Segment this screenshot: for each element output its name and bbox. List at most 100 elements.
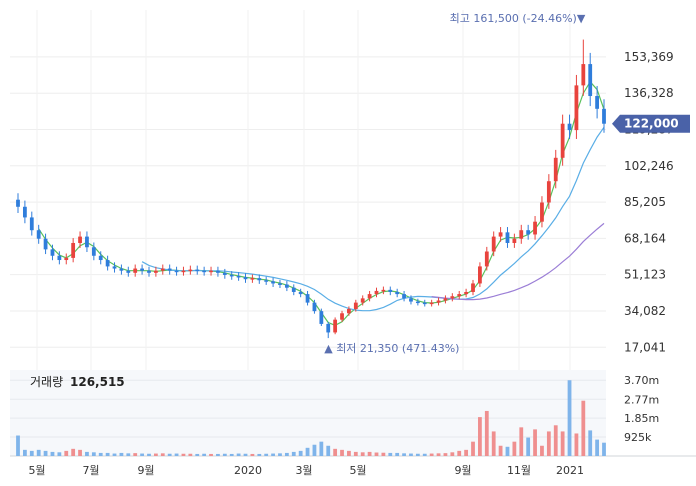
candle-body [533,221,537,235]
volume-bar [388,452,393,456]
candle-body [360,298,365,303]
volume-title: 거래량 [30,375,63,389]
candle-body [436,300,441,303]
volume-bar [381,452,386,456]
volume-bar [160,453,165,456]
volume-bar [222,453,227,456]
candle-body [298,291,303,295]
volume-bar [119,452,124,456]
candle-body [140,268,144,271]
volume-bar [415,453,420,456]
volume-bar [188,453,193,456]
candle-body [91,247,96,256]
candle-body [78,236,82,243]
volume-bar [112,453,117,456]
volume-bar [50,451,55,456]
volume-bar [291,451,296,456]
volume-bar [209,453,213,456]
volume-bar [505,446,510,456]
volume-bar [512,441,517,456]
volume-bar [478,417,482,456]
candle-body [333,319,338,333]
candle-body [147,270,151,273]
candle-body [602,108,606,124]
volume-bar [278,453,282,456]
volume-bar [450,452,455,456]
volume-bar [443,453,448,456]
candle-body [153,270,158,273]
volume-bar [581,400,586,456]
volume-bar [347,450,351,456]
candle-body [278,283,282,285]
time-tick-label: 9월 [454,464,471,477]
candle-body [353,302,358,310]
candle-body [340,313,344,320]
volume-bar [174,453,179,456]
volume-bar [140,453,144,456]
time-tick-label: 2020 [234,464,262,477]
volume-bar [91,452,96,456]
moving-average-long-line [431,222,605,301]
volume-bar [340,449,344,456]
time-axis: 5월 7월 9월 2020 3월 5월 9월 11월 2021 [28,464,584,477]
current-price-label: 122,000 [624,117,679,131]
candle-body [174,270,179,273]
candle-body [422,302,427,305]
volume-bar [133,453,138,456]
time-tick-label: 11월 [507,464,531,477]
volume-bar [491,431,496,456]
current-price-tag-shape [612,114,690,133]
candle-body [133,268,138,273]
candle-body [560,123,565,158]
candle-body [112,266,117,269]
volume-bar [471,441,475,456]
candle-body [450,296,455,299]
time-tick-label: 7월 [82,464,99,477]
candle-body [491,236,496,252]
candle-body [50,249,55,256]
candle-body [98,255,103,261]
candle-body [457,294,462,297]
candle-body [595,96,600,109]
candle-body [43,238,48,250]
volume-bar [533,429,537,456]
volume-bar [250,453,255,456]
volume-bar [526,437,531,456]
candle-body [229,274,234,277]
candle-body [305,294,310,303]
volume-bar [284,452,289,456]
candle-body [271,281,275,284]
candle-body [409,298,413,302]
candle-body [236,276,241,278]
volume-bar [602,442,606,456]
price-tick-label: 68,164 [624,231,666,245]
volume-bars [16,380,606,456]
volume-bar [22,449,27,456]
volume-bar [422,453,427,456]
candle-body [209,270,213,273]
candle-body [567,123,572,131]
volume-header: 거래량 126,515 [30,375,125,389]
candle-body [484,251,489,267]
volume-bar [360,452,365,456]
candle-body [498,232,503,237]
price-tick-label: 136,328 [624,86,674,100]
volume-bar [553,425,558,456]
time-tick-label: 9월 [137,464,154,477]
volume-bar [395,452,400,456]
candle-body [160,268,165,271]
volume-bar [374,452,379,456]
candle-body [264,280,269,282]
volume-bar [560,431,565,456]
candle-body [284,284,289,288]
volume-bar [64,450,69,456]
candle-body [22,206,27,218]
candle-body [243,277,248,280]
volume-bar [409,453,413,456]
candle-body [36,230,41,239]
candle-body [415,301,420,304]
volume-bar [567,380,572,456]
candle-body [443,298,448,301]
volume-bar [126,453,131,456]
candle-body [553,157,558,182]
